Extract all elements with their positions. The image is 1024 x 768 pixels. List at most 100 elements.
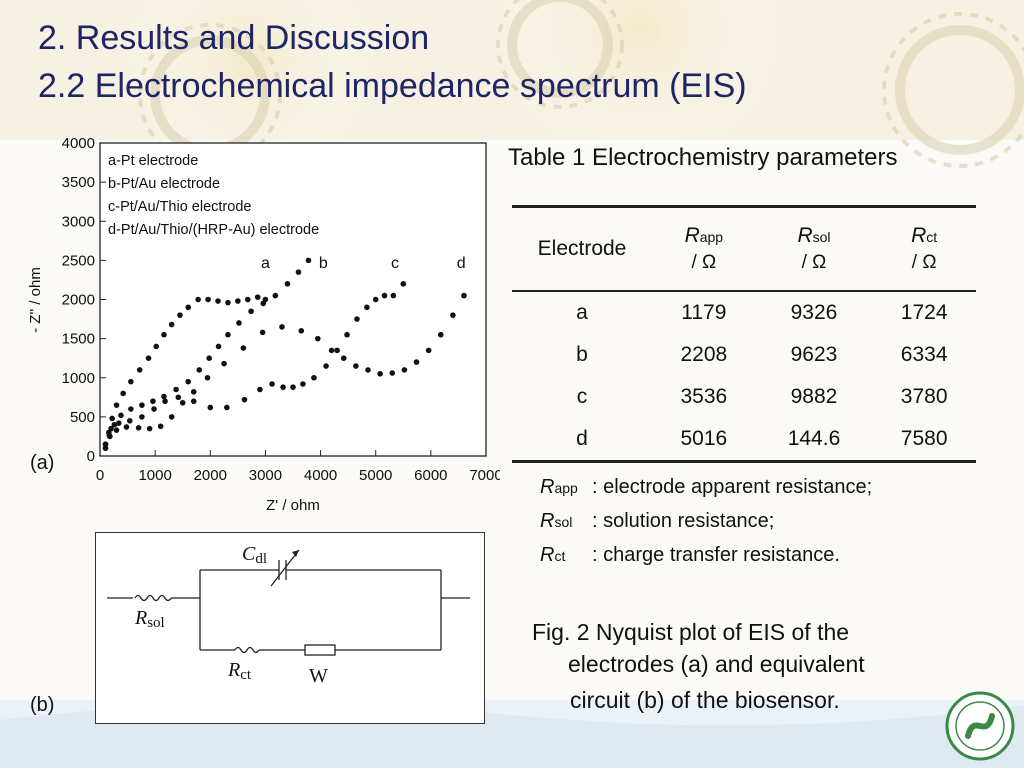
table-row: d 5016 144.6 7580: [512, 418, 976, 463]
rct-resistor: [234, 646, 260, 654]
rct-label: Rct: [227, 659, 252, 683]
data-point-d: [437, 331, 444, 338]
data-point-c: [300, 381, 306, 387]
data-point-a: [120, 390, 126, 397]
cell-rsol: 9623: [790, 343, 838, 366]
nyquist-chart: 0 1000 2000 3000 4000 5000 6000 7000 0 500 1000 150…: [27, 135, 500, 514]
data-point-c: [126, 417, 133, 424]
data-point-d: [328, 347, 335, 354]
data-point-a: [235, 298, 241, 304]
data-point-a: [254, 294, 261, 300]
data-point-a: [185, 304, 192, 311]
curve-label: d: [457, 255, 466, 272]
panel-label-b: (b): [30, 694, 55, 716]
data-point-c: [224, 404, 230, 411]
data-point-c: [400, 281, 407, 287]
data-point-d: [389, 370, 396, 376]
data-point-b: [225, 331, 231, 338]
data-point-d: [179, 399, 186, 406]
x-axis-label: Z' / ohm: [266, 497, 320, 514]
data-point-c: [381, 292, 388, 299]
cell-rsol: 9882: [790, 385, 838, 408]
data-point-d: [107, 433, 113, 440]
warburg-element: [304, 644, 336, 656]
data-point-c: [311, 374, 317, 381]
data-point-a: [145, 355, 152, 361]
data-point-a: [205, 296, 211, 303]
cdl-label: Cdl: [242, 543, 267, 567]
data-point-a: [244, 296, 251, 303]
data-point-c: [151, 406, 157, 412]
header-rsol: Rsol / Ω: [755, 205, 873, 292]
legend-entry: a-Pt electrode: [108, 153, 198, 169]
y-tick-label: 2000: [62, 292, 95, 309]
x-tick-label: 0: [96, 467, 104, 484]
data-point-a: [225, 299, 231, 306]
cell-rapp: 2208: [680, 343, 728, 366]
data-point-c: [344, 331, 350, 338]
data-point-b: [185, 378, 192, 385]
data-point-d: [377, 371, 383, 377]
data-point-d: [450, 312, 456, 318]
cdl-variable-arrow: [270, 549, 300, 587]
panel-label-a: (a): [30, 452, 55, 474]
data-point-d: [315, 335, 321, 342]
data-point-d: [113, 427, 120, 433]
equivalent-circuit: Cdl Rsol Rct W: [107, 543, 470, 687]
curve-label: c: [391, 255, 399, 272]
data-point-a: [153, 343, 160, 350]
y-tick-label: 3500: [62, 174, 95, 191]
data-point-d: [221, 360, 227, 367]
data-point-b: [215, 343, 222, 350]
data-point-c: [269, 381, 275, 387]
data-point-c: [190, 398, 197, 405]
table-header-row: Electrode Rapp / Ω Rsol / Ω Rct / Ω: [512, 205, 976, 292]
data-point-c: [290, 384, 296, 390]
data-point-a: [128, 378, 134, 385]
data-point-d: [102, 441, 109, 448]
figure-caption: Fig. 2 Nyquist plot of EIS of the electr…: [532, 616, 865, 716]
data-point-b: [111, 421, 118, 428]
data-point-d: [353, 363, 359, 369]
data-point-a: [113, 402, 120, 408]
note-rapp: Rapp: electrode apparent resistance;: [540, 476, 873, 498]
slide-title-line1: 2. Results and Discussion: [38, 19, 430, 57]
note-rct: Rct: charge transfer resistance.: [540, 544, 840, 566]
data-point-c: [354, 316, 360, 322]
x-tick-label: 5000: [359, 467, 392, 484]
data-point-a: [177, 312, 183, 318]
data-point-c: [323, 363, 329, 369]
x-tick-label: 3000: [249, 467, 282, 484]
table-row: c 3536 9882 3780: [512, 376, 976, 418]
cell-electrode: b: [576, 343, 588, 366]
table-row: a 1179 9326 1724: [512, 291, 976, 334]
warburg-label: W: [309, 665, 328, 687]
x-tick-label: 2000: [194, 467, 227, 484]
cell-rapp: 3536: [680, 385, 728, 408]
data-point-b: [118, 412, 124, 419]
data-point-c: [372, 296, 379, 303]
data-point-a: [109, 415, 115, 422]
data-point-a: [161, 331, 167, 338]
figure-caption-line3: circuit (b) of the biosensor.: [570, 687, 840, 713]
x-tick-label: 6000: [414, 467, 447, 484]
data-point-d: [413, 359, 420, 365]
data-point-c: [241, 396, 248, 403]
data-point-b: [272, 292, 279, 299]
rsol-label: Rsol: [134, 607, 165, 631]
slide-title-line2: 2.2 Electrochemical impedance spectrum (…: [38, 67, 747, 105]
cell-rct: 3780: [900, 385, 948, 408]
y-tick-label: 4000: [62, 135, 95, 152]
data-point-c: [364, 304, 370, 311]
header-rapp: Rapp / Ω: [652, 205, 756, 292]
data-point-c: [108, 425, 114, 432]
note-rsol: Rsol: solution resistance;: [540, 510, 775, 532]
university-logo: [945, 691, 1015, 761]
data-point-d: [123, 424, 130, 430]
data-point-d: [240, 345, 247, 351]
data-point-c: [207, 404, 214, 411]
data-point-c: [175, 394, 182, 401]
data-point-d: [279, 324, 285, 330]
data-point-d: [157, 423, 164, 430]
cell-rct: 7580: [872, 418, 976, 463]
